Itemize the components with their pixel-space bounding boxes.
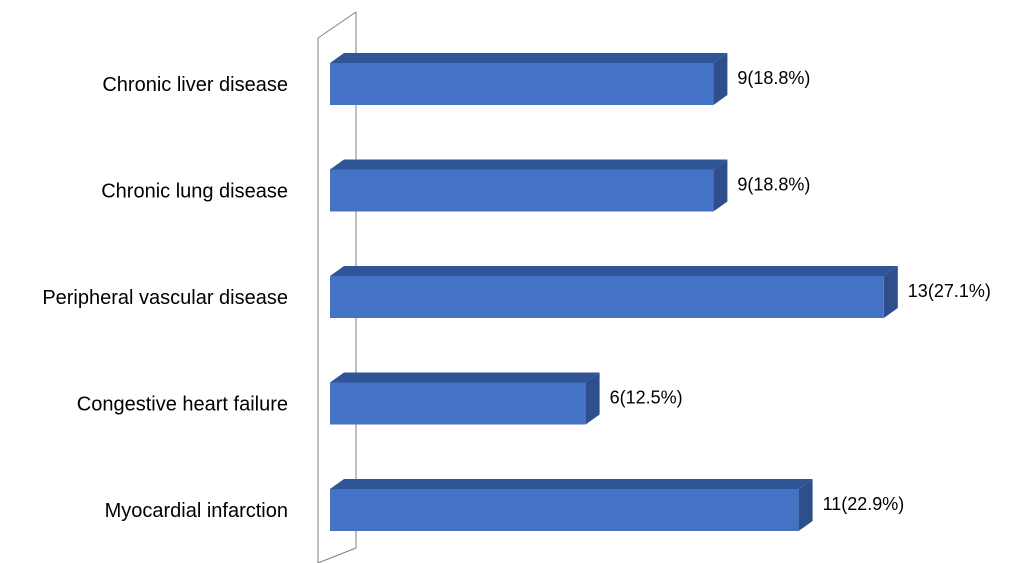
bar-front-chronic-liver-disease [330,63,714,105]
data-label-myocardial-infarction: 11(22.9%) [823,494,905,514]
bar-front-congestive-heart-failure [330,382,586,425]
bar-top-myocardial-infarction [330,479,813,489]
bar-myocardial-infarction [330,479,813,531]
data-label-congestive-heart-failure: 6(12.5%) [610,388,683,408]
data-label-chronic-lung-disease: 9(18.8%) [737,175,810,195]
bar-side-congestive-heart-failure [585,372,600,425]
bar-side-chronic-lung-disease [713,159,728,212]
bar-chronic-lung-disease [330,159,728,212]
wall-top-edge [317,11,357,39]
data-label-chronic-liver-disease: 9(18.8%) [737,68,810,88]
bar-top-congestive-heart-failure [330,372,600,383]
wall-bottom-edge [317,547,357,563]
data-labels: 9(18.8%) 9(18.8%) 13(27.1%) 6(12.5%) 11(22.9… [610,68,991,514]
category-label-congestive-heart-failure: Congestive heart failure [77,394,288,416]
category-label-chronic-liver-disease: Chronic liver disease [102,74,288,96]
bar-congestive-heart-failure [330,372,600,425]
data-label-peripheral-vascular-disease: 13(27.1%) [908,281,991,301]
bar-side-peripheral-vascular-disease [883,266,898,318]
bar-peripheral-vascular-disease [330,266,898,318]
category-label-myocardial-infarction: Myocardial infarction [105,500,288,522]
category-labels: Chronic liver disease Chronic lung diseas… [42,74,288,522]
bar-front-myocardial-infarction [330,489,799,531]
bars-layer [330,53,898,531]
bar-top-peripheral-vascular-disease [330,266,898,276]
category-label-chronic-lung-disease: Chronic lung disease [101,181,288,203]
bar-front-chronic-lung-disease [330,169,714,212]
category-label-peripheral-vascular-disease: Peripheral vascular disease [42,287,288,309]
bar-side-myocardial-infarction [798,479,813,531]
bar-top-chronic-lung-disease [330,159,728,170]
bar-side-chronic-liver-disease [713,53,728,105]
bar-chronic-liver-disease [330,53,728,105]
bar-front-peripheral-vascular-disease [330,276,884,318]
bar-top-chronic-liver-disease [330,53,728,63]
